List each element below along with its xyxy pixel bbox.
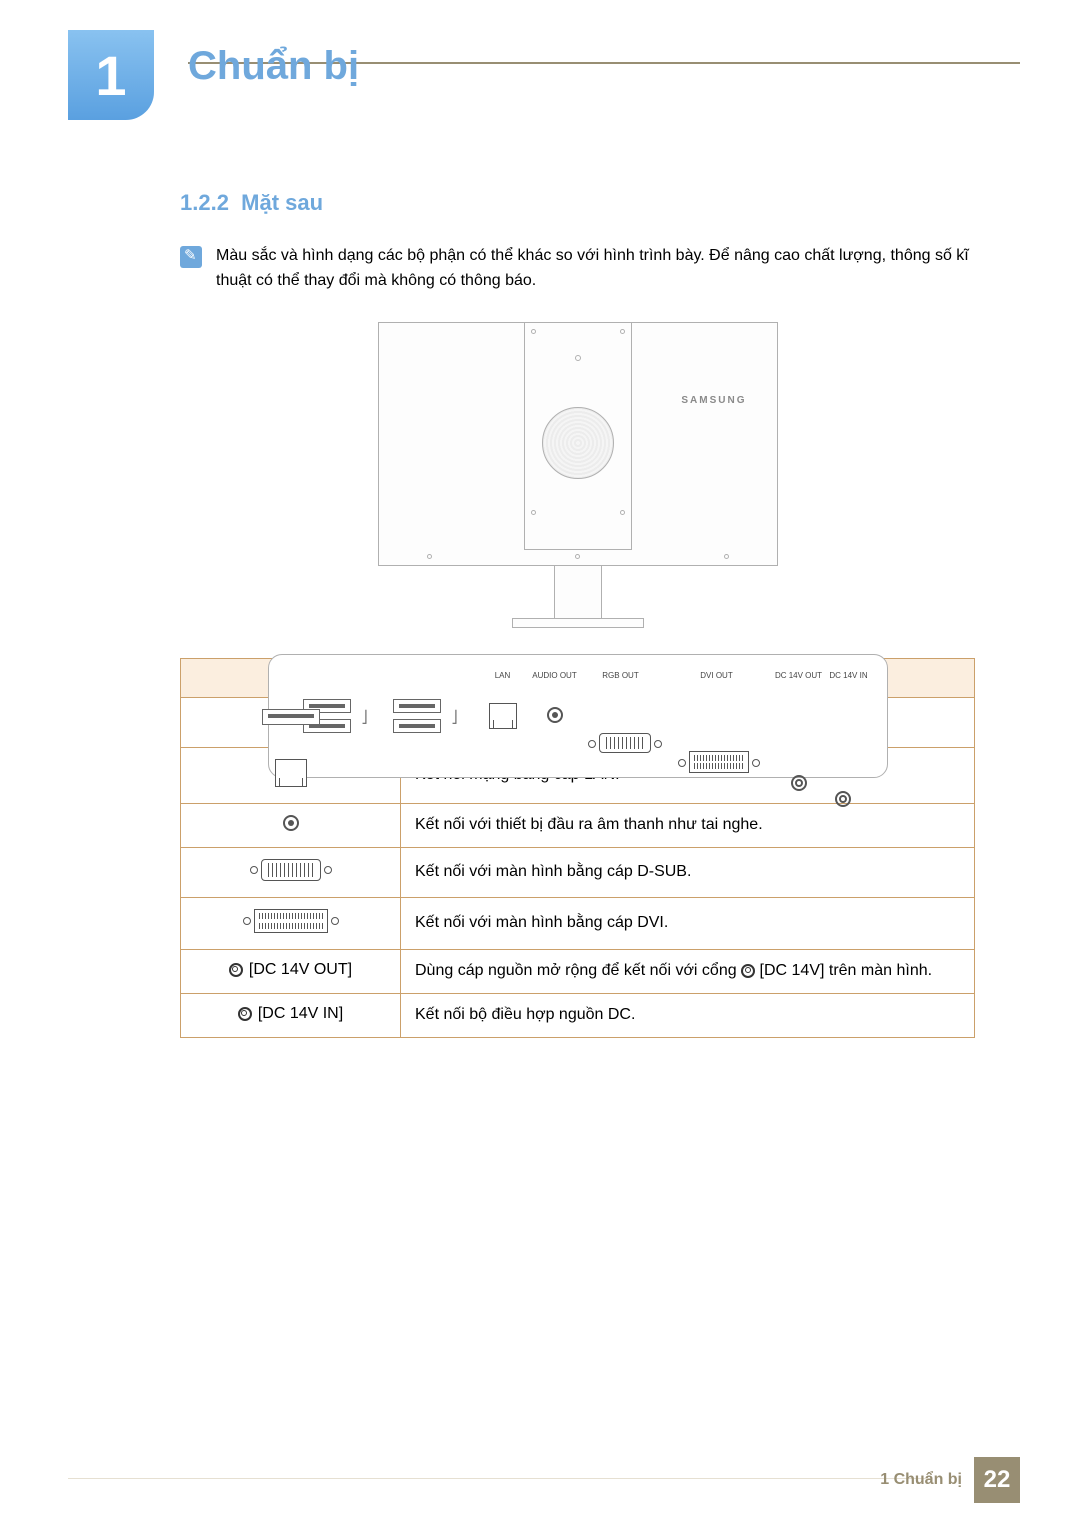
cell-icon-audio bbox=[181, 803, 401, 847]
section-number: 1.2.2 bbox=[180, 190, 229, 215]
rear-diagram: SAMSUNG LAN AUDIO OUT RGB OUT DVI OUT bbox=[268, 322, 888, 628]
cell-desc: Kết nối với thiết bị đầu ra âm thanh như… bbox=[401, 803, 975, 847]
ports-row: ⎦ ⎦ bbox=[269, 695, 887, 745]
cable-hole bbox=[542, 407, 614, 479]
table-row: Kết nối với màn hình bằng cáp DVI. bbox=[181, 897, 975, 949]
dc-jack-icon bbox=[791, 775, 807, 791]
section-title: Mặt sau bbox=[241, 190, 323, 215]
vesa-hole bbox=[620, 510, 625, 515]
dc-jack-icon bbox=[741, 964, 755, 978]
table-row: Kết nối với màn hình bằng cáp D-SUB. bbox=[181, 847, 975, 897]
port-label-rgb: RGB OUT bbox=[602, 671, 638, 680]
dcout-desc-pre: Dùng cáp nguồn mở rộng để kết nối với cổ… bbox=[415, 962, 741, 979]
dcin-label: [DC 14V IN] bbox=[258, 1005, 343, 1023]
monitor-frame: SAMSUNG bbox=[378, 322, 778, 566]
port-label-dvi: DVI OUT bbox=[700, 671, 732, 680]
screw-icon bbox=[575, 554, 580, 559]
monitor-back: SAMSUNG bbox=[378, 322, 778, 628]
cell-icon-vga bbox=[181, 847, 401, 897]
footer-page: 22 bbox=[974, 1457, 1020, 1503]
note-row: Màu sắc và hình dạng các bộ phận có thể … bbox=[180, 244, 975, 294]
dvi-port-icon bbox=[254, 909, 328, 933]
port-label-dcin: DC 14V IN bbox=[829, 671, 867, 680]
stand-neck bbox=[554, 566, 602, 618]
audio-jack-icon bbox=[547, 707, 563, 723]
chapter-tab: 1 bbox=[68, 30, 154, 120]
footer: 1 Chuẩn bị 22 bbox=[880, 1457, 1020, 1503]
diagram-wrap: SAMSUNG LAN AUDIO OUT RGB OUT DVI OUT bbox=[180, 322, 975, 628]
table-row: Kết nối với thiết bị đầu ra âm thanh như… bbox=[181, 803, 975, 847]
dcout-desc-post: [DC 14V] trên màn hình. bbox=[755, 962, 932, 979]
dc-jack-icon bbox=[229, 963, 243, 977]
vga-port-icon bbox=[599, 733, 651, 753]
port-label-audio: AUDIO OUT bbox=[532, 671, 576, 680]
cell-icon-dvi bbox=[181, 897, 401, 949]
audio-jack-icon bbox=[283, 815, 299, 831]
dvi-port-icon bbox=[689, 751, 749, 773]
note-text: Màu sắc và hình dạng các bộ phận có thể … bbox=[216, 244, 975, 294]
screw-icon bbox=[427, 554, 432, 559]
footer-rule bbox=[68, 1478, 930, 1479]
footer-text: 1 Chuẩn bị bbox=[880, 1471, 962, 1489]
lan-port-icon bbox=[275, 759, 307, 787]
port-label-lan: LAN bbox=[495, 671, 511, 680]
note-icon bbox=[180, 246, 202, 268]
dc-jack-icon bbox=[238, 1007, 252, 1021]
vga-port-icon bbox=[261, 859, 321, 881]
cell-icon-dcout: [DC 14V OUT] bbox=[181, 949, 401, 993]
vesa-plate bbox=[524, 322, 632, 550]
vesa-hole bbox=[531, 510, 536, 515]
header-strip: 1 Chuẩn bị bbox=[68, 30, 1020, 110]
dc-jack-icon bbox=[835, 791, 851, 807]
stand-base bbox=[512, 618, 644, 628]
content-area: 1.2.2 Mặt sau Màu sắc và hình dạng các b… bbox=[180, 175, 975, 1038]
screw-icon bbox=[724, 554, 729, 559]
vesa-hole bbox=[620, 329, 625, 334]
usb-slot-icon bbox=[262, 709, 320, 736]
cell-desc: Kết nối bộ điều hợp nguồn DC. bbox=[401, 993, 975, 1037]
brand-label: SAMSUNG bbox=[681, 395, 746, 406]
port-panel: LAN AUDIO OUT RGB OUT DVI OUT DC 14V OUT… bbox=[268, 654, 888, 778]
section-block: 1.2.2 Mặt sau Màu sắc và hình dạng các b… bbox=[180, 190, 975, 1038]
cell-desc: Kết nối với màn hình bằng cáp D-SUB. bbox=[401, 847, 975, 897]
lan-port-icon bbox=[489, 703, 517, 729]
table-row: [DC 14V OUT] Dùng cáp nguồn mở rộng để k… bbox=[181, 949, 975, 993]
cell-desc: Kết nối với màn hình bằng cáp DVI. bbox=[401, 897, 975, 949]
cell-desc: Dùng cáp nguồn mở rộng để kết nối với cổ… bbox=[401, 949, 975, 993]
table-row: [DC 14V IN] Kết nối bộ điều hợp nguồn DC… bbox=[181, 993, 975, 1037]
port-label-dcout: DC 14V OUT bbox=[775, 671, 822, 680]
usb-port-icon: ⎦ bbox=[393, 699, 441, 735]
dcout-label: [DC 14V OUT] bbox=[249, 961, 352, 979]
section-heading: 1.2.2 Mặt sau bbox=[180, 190, 975, 216]
cell-icon-dcin: [DC 14V IN] bbox=[181, 993, 401, 1037]
vesa-hole bbox=[531, 329, 536, 334]
chapter-title: Chuẩn bị bbox=[188, 44, 359, 89]
chapter-number: 1 bbox=[95, 43, 126, 108]
vesa-screw bbox=[575, 355, 581, 361]
